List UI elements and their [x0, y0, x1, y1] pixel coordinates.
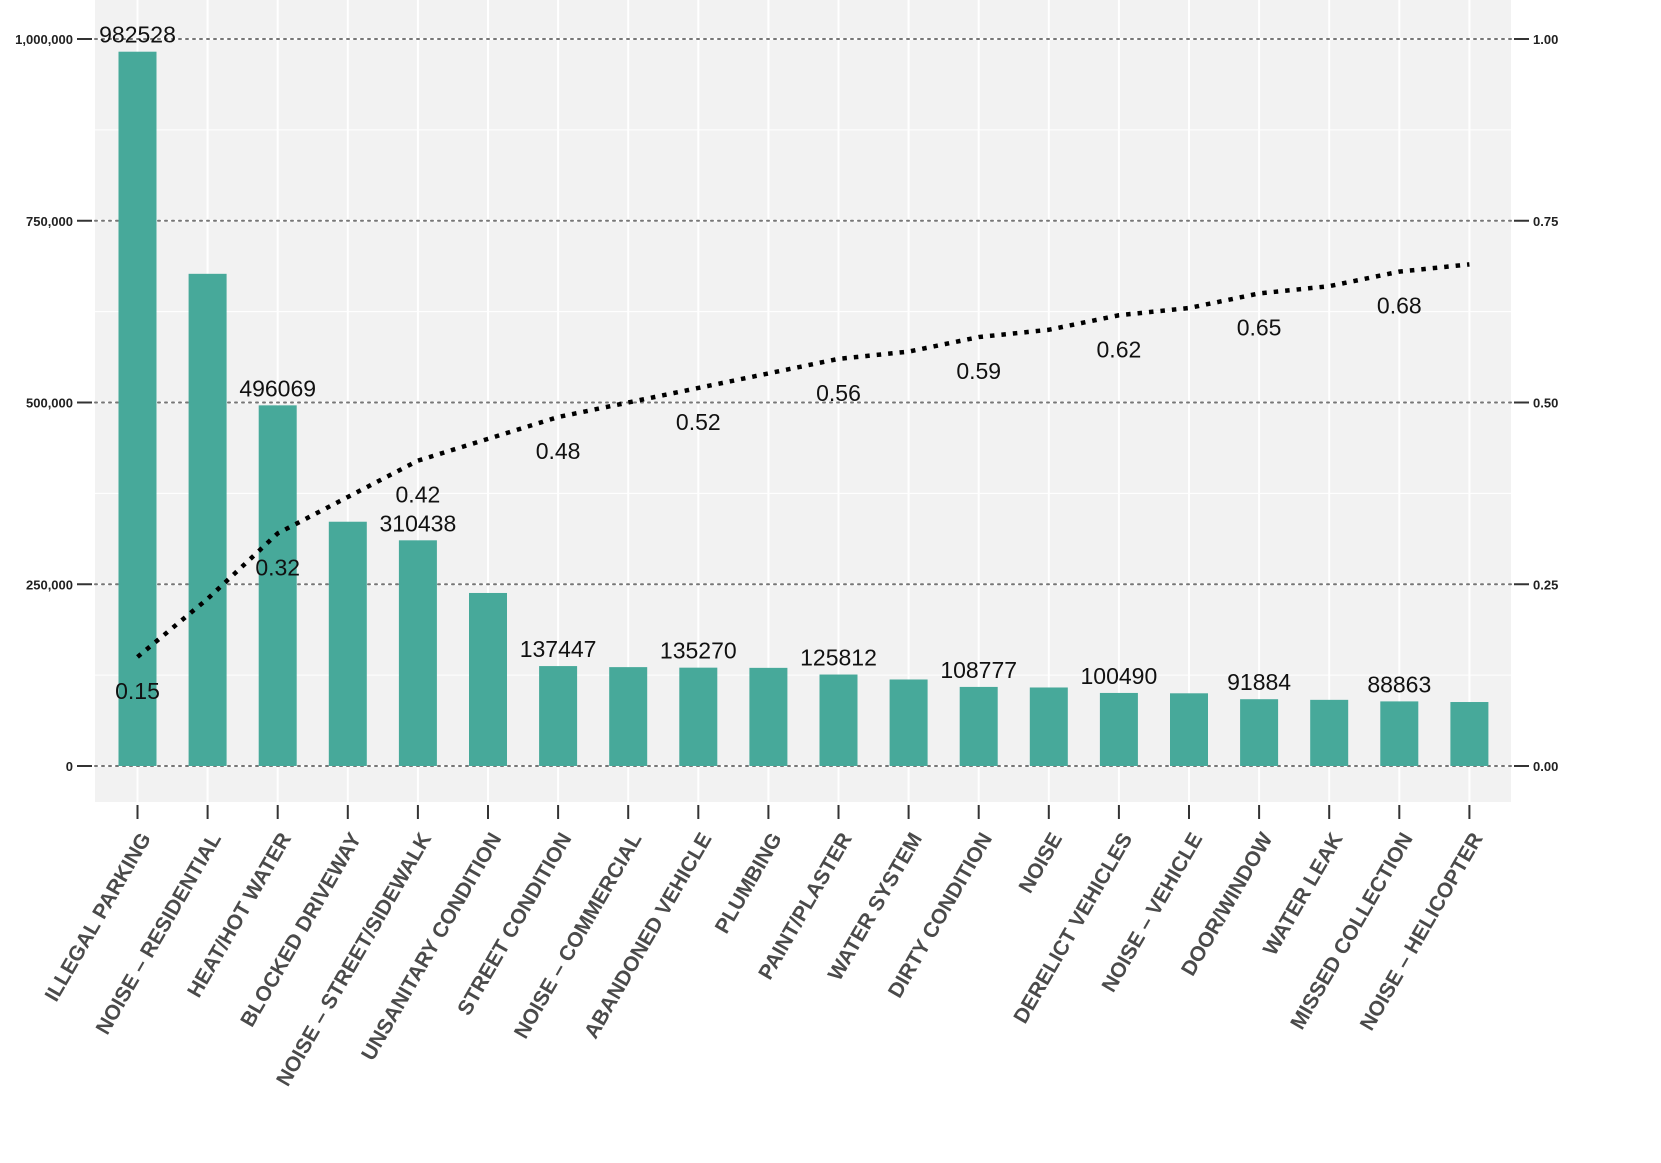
bar-value-label: 137447 [520, 636, 597, 662]
bar-value-label: 108777 [940, 657, 1017, 683]
x-tick-label: MISSED COLLECTION [1286, 829, 1417, 1033]
cumulative-value-label: 0.65 [1237, 314, 1282, 340]
bar [328, 521, 367, 766]
left-tick-label: 0 [66, 759, 73, 774]
cumulative-value-label: 0.62 [1097, 336, 1142, 362]
bar [749, 667, 788, 766]
bar [609, 667, 648, 766]
left-tick-label: 1,000,000 [15, 32, 73, 47]
left-y-axis: 0 250,000 500,000 750,000 1,000,000 [15, 32, 92, 774]
bar-value-label: 982528 [99, 22, 176, 48]
bar [1240, 699, 1279, 766]
cumulative-value-labels: 0.15 0.32 0.42 0.48 0.52 0.56 0.59 0.62 0.65 0.68 [115, 293, 1422, 704]
right-tick-label: 0.75 [1533, 214, 1558, 229]
right-y-axis: 0.00 0.25 0.50 0.75 1.00 [1514, 32, 1558, 774]
right-tick-label: 0.50 [1533, 396, 1558, 411]
bar [539, 666, 578, 766]
cumulative-value-label: 0.59 [956, 358, 1001, 384]
right-tick-label: 0.00 [1533, 759, 1558, 774]
bar [188, 273, 227, 766]
bar-value-label: 135270 [660, 638, 737, 664]
bar-value-label: 125812 [800, 645, 877, 671]
x-tick-label: ABANDONED VEHICLE [580, 829, 717, 1043]
cumulative-value-label: 0.52 [676, 409, 721, 435]
cumulative-value-label: 0.56 [816, 380, 861, 406]
bar [959, 686, 998, 766]
x-tick-label: NOISE [1015, 829, 1068, 897]
x-tick-label: UNSANITARY CONDITION [357, 829, 506, 1064]
right-tick-label: 0.25 [1533, 577, 1558, 592]
bar [1029, 687, 1068, 766]
reference-lines [94, 38, 1512, 767]
bar [679, 667, 718, 766]
bar [258, 405, 297, 766]
cumulative-value-label: 0.42 [396, 482, 441, 508]
bar-value-label: 88863 [1367, 671, 1431, 697]
cumulative-value-label: 0.48 [536, 438, 581, 464]
bar [118, 51, 157, 766]
bar-value-label: 100490 [1081, 663, 1158, 689]
bar [398, 540, 437, 766]
bar [1170, 693, 1208, 766]
left-tick-label: 750,000 [26, 214, 73, 229]
bar [1310, 699, 1349, 766]
bar-value-label: 496069 [239, 375, 316, 401]
cumulative-line-series [136, 262, 1470, 659]
bar-series [118, 51, 1489, 766]
bar-value-labels: 982528 496069 310438 137447 135270 125812 1087… [99, 22, 1431, 698]
x-tick-label: BLOCKED DRIVEWAY [236, 829, 366, 1031]
left-tick-label: 500,000 [26, 396, 73, 411]
bar [819, 674, 858, 766]
x-tick-label: NOISE – COMMERCIAL [510, 829, 647, 1043]
cumulative-line [136, 262, 1470, 659]
cumulative-value-label: 0.68 [1377, 293, 1422, 319]
x-tick-label: NOISE – HELICOPTER [1356, 829, 1488, 1035]
bar [1450, 702, 1489, 766]
cumulative-value-label: 0.32 [255, 554, 300, 580]
x-tick-label: PLUMBING [711, 829, 787, 937]
bar [889, 679, 928, 766]
right-tick-label: 1.00 [1533, 32, 1558, 47]
x-tick-label: NOISE – RESIDENTIAL [92, 829, 226, 1039]
bar [1099, 692, 1138, 766]
cumulative-value-label: 0.15 [115, 678, 160, 704]
bar [1380, 701, 1419, 766]
left-tick-label: 250,000 [26, 577, 73, 592]
bar [469, 592, 507, 766]
x-tick-label: DERELICT VEHICLES [1009, 829, 1137, 1027]
bar-value-label: 91884 [1227, 669, 1291, 695]
bar-value-label: 310438 [380, 510, 457, 536]
